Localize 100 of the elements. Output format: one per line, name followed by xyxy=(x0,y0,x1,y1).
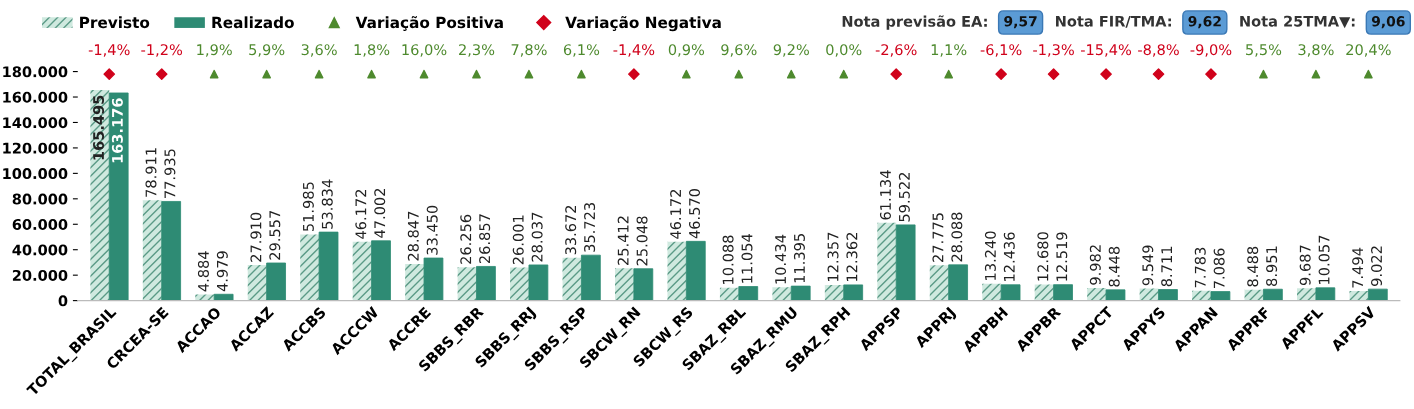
data-label: 46.172 xyxy=(670,190,682,239)
bar xyxy=(929,265,949,301)
text: 1,1% xyxy=(931,44,967,57)
data-label: 25.412 xyxy=(617,216,629,265)
bar xyxy=(633,268,654,301)
data-label: 29.557 xyxy=(269,210,281,260)
text: 3,6% xyxy=(301,44,337,57)
text: -1,2% xyxy=(141,44,183,57)
data-label: 12.436 xyxy=(1003,232,1015,281)
bar xyxy=(371,240,391,301)
bar xyxy=(1139,288,1159,301)
data-label: 11.395 xyxy=(793,234,805,283)
data-label: 26.857 xyxy=(479,214,491,264)
text: Nota FIR/TMA: xyxy=(1056,15,1171,28)
bar xyxy=(423,257,444,301)
legend-label: Variação Negativa xyxy=(565,16,721,32)
data-label: 10.434 xyxy=(775,234,787,284)
data-label: 28.088 xyxy=(951,212,963,262)
data-label: 12.357 xyxy=(827,232,839,281)
bar xyxy=(824,284,844,301)
data-label: 9.022 xyxy=(1371,246,1383,286)
bar xyxy=(738,286,759,301)
bar xyxy=(1210,291,1231,301)
data-label: 10.057 xyxy=(1318,235,1330,284)
y-tick-label: 0 xyxy=(58,295,68,307)
bar xyxy=(1105,289,1126,301)
y-tick-label: 40.000 xyxy=(12,244,68,256)
bar xyxy=(195,294,215,301)
bar xyxy=(247,265,267,301)
data-label: 8.488 xyxy=(1247,246,1259,287)
text: -15,4% xyxy=(1080,44,1132,57)
data-label: 61.134 xyxy=(879,170,891,220)
data-label: 9.982 xyxy=(1089,245,1101,285)
y-tick-label: 140.000 xyxy=(3,117,68,129)
data-label: 27.775 xyxy=(932,213,944,262)
data-label: 163.176 xyxy=(111,98,123,163)
data-label: 8.711 xyxy=(1161,246,1173,287)
data-label: 46.172 xyxy=(355,190,367,239)
data-label: 26.256 xyxy=(460,214,472,264)
bar xyxy=(1315,287,1336,301)
bar xyxy=(1087,287,1107,301)
text: 3,8% xyxy=(1298,44,1334,57)
bar xyxy=(562,257,582,301)
bar xyxy=(790,285,811,301)
data-label: 12.680 xyxy=(1037,232,1049,281)
bar xyxy=(1158,289,1178,301)
text: 6,1% xyxy=(563,44,600,57)
data-label: 35.723 xyxy=(584,203,596,252)
data-label: 10.088 xyxy=(722,235,734,284)
y-tick-label: 80.000 xyxy=(12,193,68,205)
bar xyxy=(142,200,162,301)
text: 9,57 xyxy=(1004,16,1037,29)
data-label: 7.086 xyxy=(1213,248,1225,289)
bar xyxy=(476,266,496,301)
y-tick-label: 60.000 xyxy=(12,218,68,231)
y-tick-label: 20.000 xyxy=(12,269,68,281)
bar xyxy=(895,224,916,301)
text: 1,9% xyxy=(197,44,232,57)
data-label: 53.834 xyxy=(321,179,333,229)
text: 9,06 xyxy=(1371,16,1405,29)
text: 0,9% xyxy=(668,44,705,57)
bar xyxy=(1034,284,1054,301)
data-label: 28.847 xyxy=(407,211,419,261)
data-label: 78.911 xyxy=(145,148,157,197)
data-label: 26.001 xyxy=(512,215,524,265)
text: 5,9% xyxy=(249,44,285,57)
text: 9,6% xyxy=(721,44,757,57)
text: -8,8% xyxy=(1138,44,1179,57)
bar xyxy=(1349,291,1369,301)
bar xyxy=(685,240,706,301)
y-tick-label: 160.000 xyxy=(3,91,68,103)
bar xyxy=(1053,284,1073,301)
data-label: 33.672 xyxy=(565,205,577,255)
bar xyxy=(982,283,1002,301)
data-label: 27.910 xyxy=(250,212,262,262)
bar xyxy=(405,263,425,301)
bar xyxy=(300,234,320,301)
bar xyxy=(843,284,864,301)
legend-label: Realizado xyxy=(212,16,294,29)
text: 7,8% xyxy=(511,44,547,57)
text: -1,3% xyxy=(1033,44,1074,57)
legend-label: Previsto xyxy=(80,16,150,29)
y-tick-label: 100.000 xyxy=(3,168,68,180)
data-label: 9.549 xyxy=(1142,245,1154,286)
data-label: 59.522 xyxy=(898,173,910,222)
data-label: 4.979 xyxy=(216,251,228,292)
data-label: 8.448 xyxy=(1108,246,1120,287)
text: Nota 25TMA▼: xyxy=(1240,15,1355,29)
text: -1,4% xyxy=(613,44,655,57)
y-tick-label: 180.000 xyxy=(3,66,68,78)
data-label: 77.935 xyxy=(164,149,176,198)
text: -1,4% xyxy=(88,44,130,57)
data-label: 25.048 xyxy=(636,216,648,266)
y-tick-label: 120.000 xyxy=(3,142,68,154)
bar xyxy=(877,222,897,301)
text: 0,0% xyxy=(826,44,862,57)
bar xyxy=(457,267,477,301)
data-label: 9.687 xyxy=(1299,245,1311,286)
bar xyxy=(108,92,129,301)
data-label: 33.450 xyxy=(426,205,438,255)
